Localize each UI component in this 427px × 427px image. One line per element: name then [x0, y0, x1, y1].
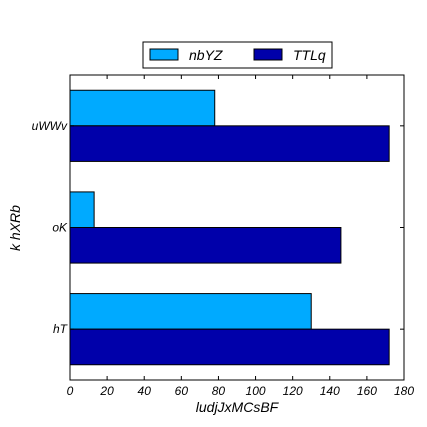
x-tick-label: 140	[320, 384, 340, 398]
x-tick-label: 60	[175, 384, 189, 398]
bars-layer	[69, 89, 390, 366]
legend-label-nbYZ: nbYZ	[189, 47, 223, 63]
x-tick-label: 40	[138, 384, 152, 398]
legend-label-TTLq: TTLq	[293, 47, 326, 63]
x-tick-label: 0	[67, 384, 74, 398]
legend-swatch-nbYZ	[149, 48, 179, 61]
x-tick-label: 160	[357, 384, 377, 398]
bar-TTLq-oK	[69, 227, 342, 264]
x-tick-label: 180	[394, 384, 414, 398]
bar-TTLq-uWWv	[69, 125, 390, 162]
x-tick-label: 100	[246, 384, 266, 398]
bar-nbYZ-oK	[69, 191, 95, 229]
x-axis-ticks: 0 20 40 60 80 100 120 140 160 180	[67, 75, 414, 398]
y-tick-label: hT	[53, 322, 69, 336]
x-tick-label: 120	[283, 384, 303, 398]
y-tick-label: oK	[52, 221, 68, 235]
y-axis-title: k hXRb	[7, 205, 23, 251]
legend-swatch-TTLq	[253, 48, 283, 61]
bar-nbYZ-hT	[69, 293, 312, 330]
x-tick-label: 20	[99, 384, 114, 398]
bar-nbYZ-uWWv	[69, 89, 216, 127]
legend: nbYZ TTLq	[142, 41, 333, 69]
bar-TTLq-hT	[69, 328, 390, 366]
x-tick-label: 80	[212, 384, 226, 398]
x-axis-title: ludjJxMCsBF	[196, 399, 280, 415]
y-axis-ticks: hT oK uWWv	[32, 119, 404, 336]
y-tick-label: uWWv	[32, 119, 68, 133]
plot-frame	[69, 74, 405, 381]
